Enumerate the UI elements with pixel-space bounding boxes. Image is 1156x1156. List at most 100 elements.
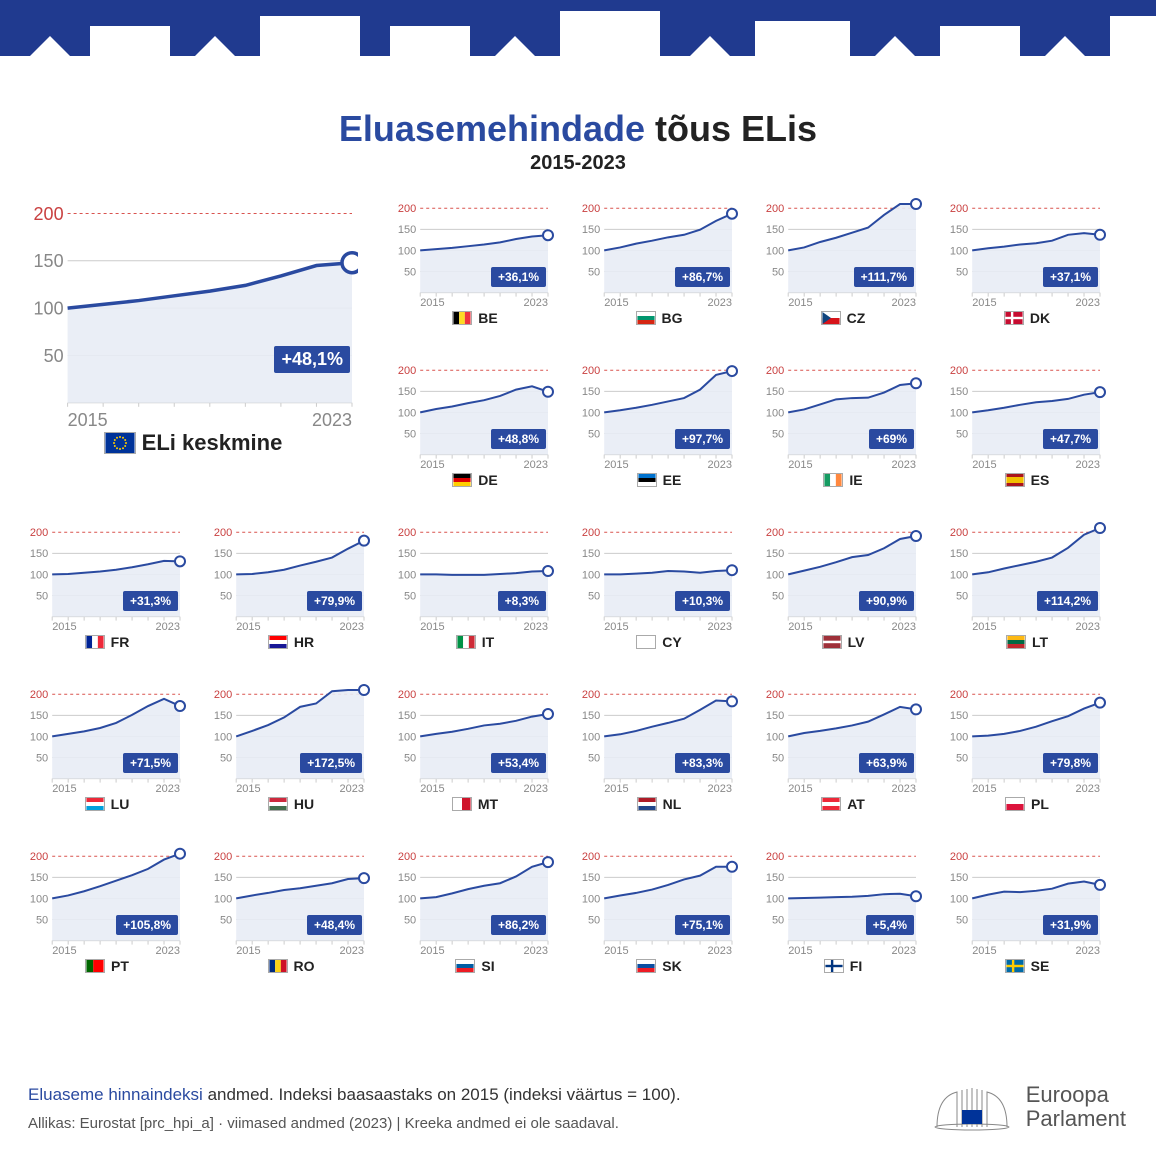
svg-text:200: 200 <box>30 851 48 863</box>
footer-link[interactable]: Eluaseme hinnaindeksi <box>28 1085 203 1104</box>
svg-text:150: 150 <box>582 224 600 236</box>
footer-desc: andmed. Indeksi baasaastaks on 2015 (ind… <box>203 1085 681 1104</box>
svg-text:150: 150 <box>30 872 48 884</box>
title-block: Eluasemehindade tõus ELis 2015-2023 <box>0 108 1156 175</box>
svg-text:2023: 2023 <box>708 459 732 470</box>
svg-text:200: 200 <box>582 365 600 377</box>
svg-text:150: 150 <box>766 386 784 398</box>
svg-text:50: 50 <box>772 914 784 926</box>
svg-text:200: 200 <box>214 851 232 863</box>
svg-text:200: 200 <box>398 851 416 863</box>
svg-text:2015: 2015 <box>604 459 628 470</box>
country-code: EE <box>663 472 682 488</box>
svg-text:200: 200 <box>582 851 600 863</box>
svg-text:50: 50 <box>772 752 784 764</box>
svg-text:50: 50 <box>956 590 968 602</box>
chart-label: ELi keskmine <box>28 430 358 456</box>
svg-text:150: 150 <box>582 548 600 560</box>
svg-text:2023: 2023 <box>340 783 364 794</box>
svg-text:50: 50 <box>220 590 232 602</box>
svg-text:100: 100 <box>950 731 968 743</box>
svg-text:200: 200 <box>30 689 48 701</box>
pct-badge: +83,3% <box>675 753 730 773</box>
pct-badge: +79,9% <box>307 591 362 611</box>
chart-HU: 5010015020020152023 +172,5%HU <box>212 684 370 812</box>
svg-text:200: 200 <box>766 203 784 215</box>
svg-text:150: 150 <box>582 872 600 884</box>
svg-text:2015: 2015 <box>236 945 260 956</box>
chart-label: HR <box>212 634 370 650</box>
chart-SK: 5010015020020152023 +75,1%SK <box>580 846 738 974</box>
pct-badge: +31,9% <box>1043 915 1098 935</box>
country-code: BE <box>478 310 497 326</box>
svg-text:150: 150 <box>950 548 968 560</box>
country-code: LT <box>1032 634 1048 650</box>
chart-FI: 5010015020020152023 +5,4% FI <box>764 846 922 974</box>
svg-text:50: 50 <box>956 428 968 440</box>
country-code: CZ <box>847 310 866 326</box>
chart-label: SK <box>580 958 738 974</box>
country-code: FI <box>850 958 862 974</box>
svg-text:2015: 2015 <box>236 783 260 794</box>
pct-badge: +53,4% <box>491 753 546 773</box>
chart-label: FR <box>28 634 186 650</box>
pct-badge: +90,9% <box>859 591 914 611</box>
chart-label: LV <box>764 634 922 650</box>
country-code: MT <box>478 796 498 812</box>
svg-text:50: 50 <box>772 428 784 440</box>
svg-text:2015: 2015 <box>52 783 76 794</box>
svg-text:200: 200 <box>30 527 48 539</box>
country-code: FR <box>111 634 130 650</box>
svg-text:150: 150 <box>766 710 784 722</box>
svg-text:2015: 2015 <box>420 459 444 470</box>
svg-text:50: 50 <box>772 590 784 602</box>
chart-label: CZ <box>764 310 922 326</box>
svg-text:50: 50 <box>588 752 600 764</box>
svg-text:2023: 2023 <box>312 410 352 428</box>
chart-label: ES <box>948 472 1106 488</box>
chart-MT: 5010015020020152023 +53,4%MT <box>396 684 554 812</box>
svg-text:100: 100 <box>582 407 600 419</box>
title-highlight: Eluasemehindade <box>339 108 645 149</box>
country-code: IT <box>482 634 494 650</box>
pct-badge: +5,4% <box>866 915 914 935</box>
country-code: SI <box>481 958 494 974</box>
svg-text:100: 100 <box>766 893 784 905</box>
pct-badge: +36,1% <box>491 267 546 287</box>
country-code: SK <box>662 958 681 974</box>
svg-text:50: 50 <box>588 428 600 440</box>
svg-text:50: 50 <box>404 266 416 278</box>
svg-text:50: 50 <box>220 752 232 764</box>
svg-text:100: 100 <box>214 893 232 905</box>
svg-text:100: 100 <box>582 731 600 743</box>
pct-badge: +79,8% <box>1043 753 1098 773</box>
pct-badge: +48,8% <box>491 429 546 449</box>
chart-FR: 5010015020020152023 +31,3%FR <box>28 522 186 650</box>
chart-label: LU <box>28 796 186 812</box>
chart-SE: 5010015020020152023 +31,9% SE <box>948 846 1106 974</box>
chart-label: PT <box>28 958 186 974</box>
country-code: IE <box>849 472 862 488</box>
svg-text:2015: 2015 <box>788 297 812 308</box>
svg-text:2023: 2023 <box>156 783 180 794</box>
svg-text:150: 150 <box>398 224 416 236</box>
svg-text:200: 200 <box>398 527 416 539</box>
svg-text:200: 200 <box>214 689 232 701</box>
svg-text:150: 150 <box>766 224 784 236</box>
svg-text:150: 150 <box>398 872 416 884</box>
logo-text-2: Parlament <box>1026 1107 1126 1131</box>
svg-text:100: 100 <box>30 893 48 905</box>
svg-text:50: 50 <box>220 914 232 926</box>
svg-text:50: 50 <box>44 346 64 366</box>
svg-text:2023: 2023 <box>1076 459 1100 470</box>
svg-text:200: 200 <box>950 365 968 377</box>
svg-text:150: 150 <box>30 710 48 722</box>
svg-text:50: 50 <box>588 914 600 926</box>
chart-HR: 5010015020020152023 +79,9%HR <box>212 522 370 650</box>
svg-text:100: 100 <box>214 569 232 581</box>
svg-text:100: 100 <box>582 893 600 905</box>
svg-text:50: 50 <box>588 590 600 602</box>
chart-label: FI <box>764 958 922 974</box>
pct-badge: +47,7% <box>1043 429 1098 449</box>
chart-AT: 5010015020020152023 +63,9%AT <box>764 684 922 812</box>
